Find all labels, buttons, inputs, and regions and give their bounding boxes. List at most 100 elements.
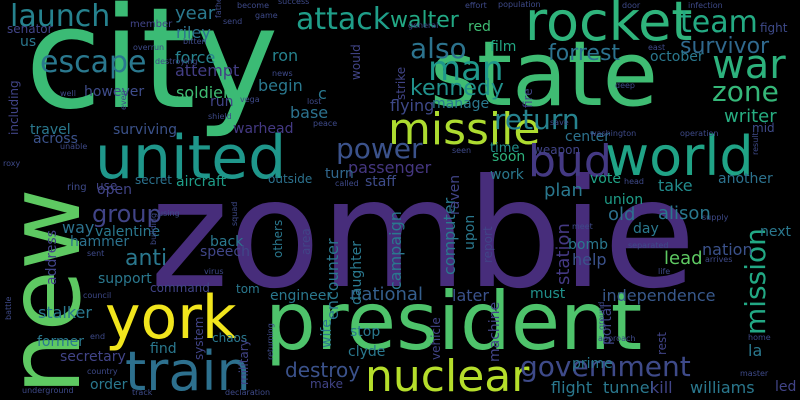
word-others: others	[271, 219, 285, 258]
word-warhead: warhead	[233, 121, 294, 137]
word-approach: approach	[598, 334, 636, 343]
word-washington: washington	[590, 129, 637, 138]
word-united: united	[95, 123, 287, 193]
word-state: state	[430, 22, 658, 127]
word-soon: soon	[492, 149, 526, 165]
word-help: help	[572, 250, 607, 269]
word-tom: tom	[236, 282, 260, 296]
word-nation: nation	[702, 240, 753, 259]
word-returning: returning	[266, 323, 275, 360]
word-next: next	[760, 224, 792, 240]
word-order: order	[90, 377, 128, 393]
word-squad: squad	[230, 201, 239, 226]
word-deep: deep	[615, 81, 635, 90]
word-surviving: surviving	[113, 122, 178, 138]
word-another: another	[718, 171, 773, 187]
word-arrives: arrives	[705, 255, 733, 264]
word-williams: williams	[690, 378, 755, 397]
word-missile: missile	[388, 104, 541, 155]
word-hammer: hammer	[70, 234, 130, 250]
word-roxy: roxy	[3, 159, 21, 168]
word-force: force	[175, 48, 216, 67]
word-red: red	[468, 19, 491, 35]
word-send: send	[223, 17, 243, 26]
word-manage: manage	[432, 96, 490, 112]
word-kennedy: kennedy	[410, 76, 504, 101]
word-must: must	[530, 286, 566, 302]
word-back: back	[210, 234, 244, 250]
word-campaign: campaign	[386, 211, 405, 290]
word-general: general	[408, 21, 439, 30]
word-home: home	[748, 333, 771, 342]
word-destroy: destroy	[285, 358, 361, 382]
word-find: find	[150, 341, 177, 357]
word-news: news	[272, 69, 293, 78]
word-chaos: chaos	[212, 331, 248, 345]
word-stop: stop	[350, 324, 381, 340]
word-unable: unable	[60, 142, 88, 151]
word-daughter: daughter	[349, 241, 365, 305]
word-train: train	[125, 340, 251, 400]
word-called: called	[335, 179, 359, 188]
word-vehicle: vehicle	[429, 317, 443, 360]
word-upon: upon	[462, 214, 478, 250]
word-success: success	[278, 0, 310, 6]
word-secret: secret	[135, 173, 172, 187]
word-zombie: zombie	[150, 148, 696, 322]
word-population: population	[498, 0, 541, 9]
word-father: father	[214, 0, 223, 18]
word-support: support	[98, 271, 152, 287]
word-work: work	[490, 167, 524, 183]
word-using: using	[158, 209, 180, 218]
word-address: address	[44, 229, 60, 285]
word-overrun: overrun	[133, 43, 165, 52]
word-become: become	[237, 1, 270, 10]
word-attack: attack	[296, 2, 391, 37]
word-engineer: engineer	[270, 288, 333, 304]
word-launch: launch	[10, 0, 111, 34]
word-way: way	[62, 218, 95, 237]
word-head: head	[624, 177, 644, 186]
word-master: master	[740, 369, 769, 378]
word-door: door	[622, 1, 641, 10]
word-building: building	[149, 212, 158, 245]
word-turn: turn	[325, 166, 354, 182]
word-attempt: attempt	[175, 61, 240, 80]
word-government: government	[520, 350, 691, 383]
word-lead: lead	[664, 248, 703, 269]
word-result: result	[751, 132, 760, 155]
word-run: run	[210, 94, 234, 110]
word-area: area	[299, 228, 313, 255]
word-power: power	[336, 132, 423, 165]
word-aircraft: aircraft	[176, 174, 227, 190]
word-flight: flight	[551, 378, 593, 397]
word-riley: riley	[176, 23, 211, 42]
word-open: open	[97, 182, 132, 198]
word-shield: shield	[208, 112, 232, 121]
word-return: return	[494, 103, 580, 136]
word-staff: staff	[365, 174, 397, 190]
word-time: time	[490, 141, 520, 156]
word-escape: escape	[40, 45, 147, 80]
word-rocket: rocket	[525, 0, 693, 53]
word-anti: anti	[125, 246, 168, 271]
word-national: national	[350, 284, 423, 305]
word-supply: supply	[702, 213, 729, 222]
word-lost: lost	[307, 97, 322, 106]
word-day: day	[633, 221, 659, 237]
word-battle: battle	[4, 296, 13, 320]
word-rest: rest	[655, 331, 669, 355]
word-president: president	[265, 275, 643, 368]
word-old: old	[608, 204, 636, 225]
word-ring: ring	[67, 182, 87, 193]
word-ground: ground	[597, 301, 606, 330]
word-including: including	[7, 80, 21, 135]
word-across: across	[33, 131, 78, 147]
word-walter: walter	[390, 8, 459, 33]
word-however: however	[84, 84, 145, 100]
word-la: la	[748, 341, 763, 360]
word-plan: plan	[544, 180, 583, 201]
word-separated: separated	[628, 241, 669, 250]
word-station: station	[553, 223, 574, 285]
word-flying: flying	[390, 96, 435, 115]
